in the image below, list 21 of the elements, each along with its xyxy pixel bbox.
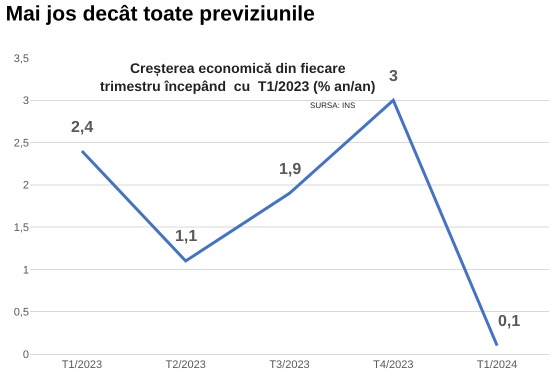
chart-title: Mai jos decât toate previziunile <box>6 2 315 26</box>
x-tick-label: T1/2023 <box>62 359 102 372</box>
data-label: 3 <box>389 68 398 85</box>
y-tick-label: 1,5 <box>14 222 29 234</box>
x-tick-label: T2/2023 <box>166 359 206 372</box>
x-tick-label: T3/2023 <box>269 359 310 372</box>
y-tick-label: 0 <box>22 348 29 361</box>
x-tick-label: T1/2024 <box>476 359 518 372</box>
x-tick-label: T4/2023 <box>373 359 414 372</box>
y-tick-label: 3,5 <box>14 52 29 65</box>
y-tick-label: 3 <box>22 95 29 108</box>
y-tick-label: 2,5 <box>14 137 29 150</box>
y-tick-label: 0,5 <box>14 306 29 319</box>
data-label: 0,1 <box>498 313 520 330</box>
data-label: 2,4 <box>71 119 94 136</box>
y-tick-label: 2 <box>22 180 29 192</box>
data-label: 1,9 <box>279 161 302 178</box>
annotation: SURSA: INS <box>310 101 356 110</box>
data-label: 1,1 <box>175 228 198 245</box>
text: Creșterea economică din fiecare trimestru începând cu T1/2023 (% an/an) <box>100 60 376 94</box>
y-tick-label: 1 <box>22 264 29 276</box>
